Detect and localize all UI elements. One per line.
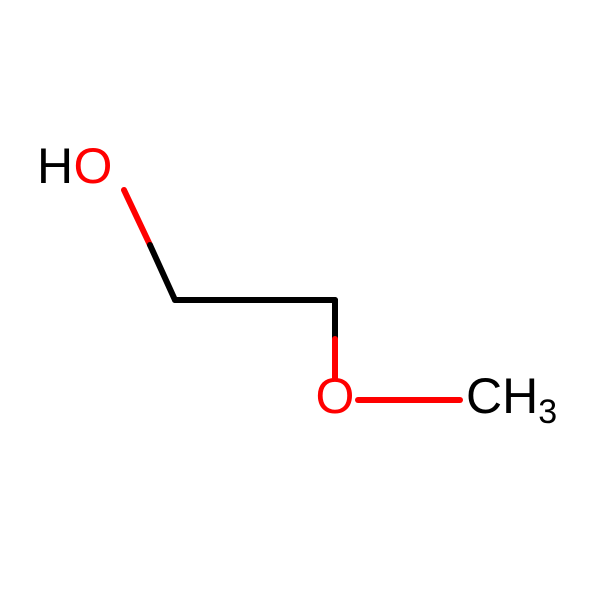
atom-label-ho: HO [37,138,113,194]
molecule-diagram: HOOCH3 [0,0,600,600]
atom-label-o: O [316,368,355,424]
